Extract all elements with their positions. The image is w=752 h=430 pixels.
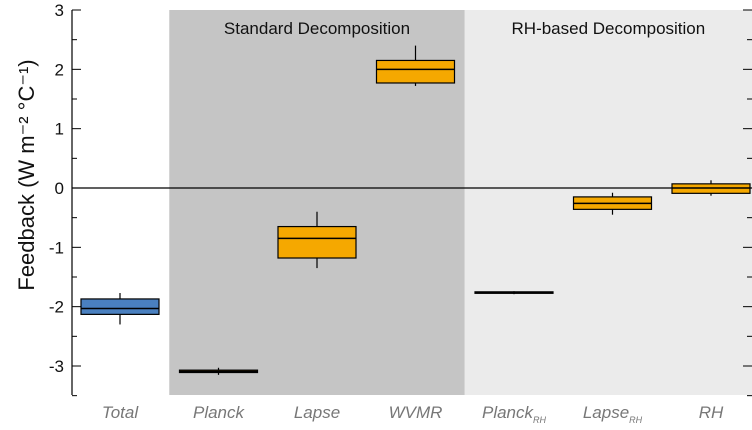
box-body [80,298,160,315]
region-shading [169,10,752,395]
region-0-title: Standard Decomposition [224,19,410,38]
x-tick-label: LapseRH [583,403,643,425]
y-tick-label: 1 [55,120,64,139]
y-tick-label: -1 [49,238,64,257]
y-tick-label: 2 [55,60,64,79]
x-tick-label: RH [699,403,724,422]
box-0 [80,293,160,325]
y-tick-label: -3 [49,357,64,376]
y-tick-label: 0 [55,179,64,198]
region-1-title: RH-based Decomposition [512,19,706,38]
x-tick-subscript: RH [629,415,642,425]
box-5 [572,192,653,215]
box-4 [474,291,554,295]
axes: 3 2 1 0 -1 -2 -3 [49,1,752,397]
box-series [80,45,751,375]
region-titles: Standard Decomposition RH-based Decomposi… [224,19,705,38]
x-tick-labels: Total Planck Lapse WVMR PlanckRH LapseRH RH [102,403,724,425]
box-3 [375,45,456,86]
x-tick-label: Lapse [294,403,340,422]
y-tick-label: 3 [55,1,64,20]
box-6 [671,180,751,196]
box-2 [277,211,357,269]
box-body [375,59,456,84]
box-body [277,225,357,259]
y-tick-label: -2 [49,298,64,317]
x-tick-subscript: RH [533,415,546,425]
x-tick-label: WVMR [389,403,443,422]
y-axis-label: Feedback (W m⁻² °C⁻¹) [14,59,39,290]
x-tick-label: Total [102,403,139,422]
x-tick-label: Planck [193,403,246,422]
box-1 [178,367,259,375]
x-tick-label: PlanckRH [482,403,547,425]
